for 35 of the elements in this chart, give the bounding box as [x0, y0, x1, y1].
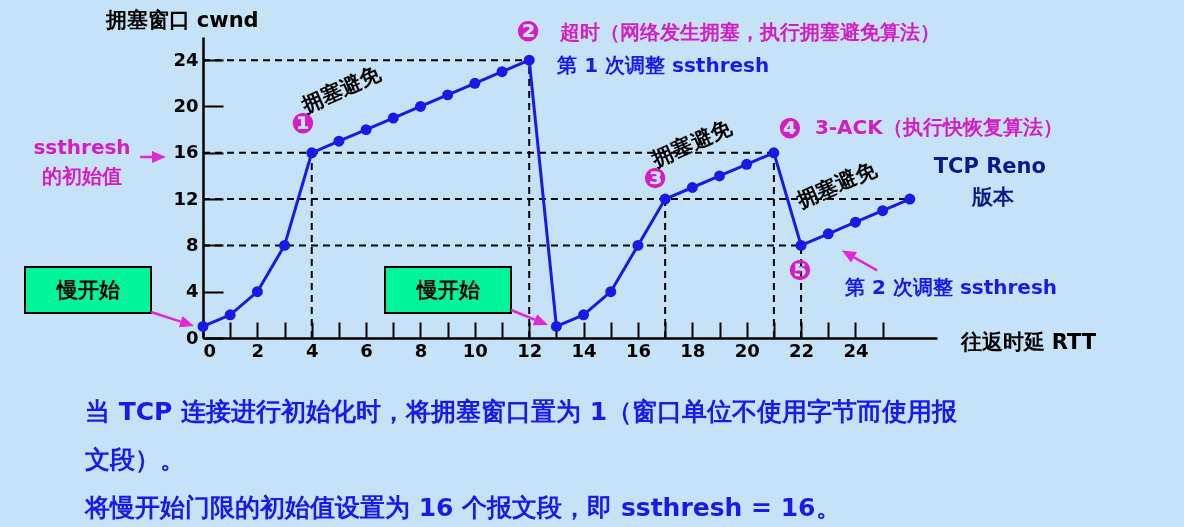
x-tick-label: 8 — [414, 339, 428, 361]
x-tick-label: 10 — [462, 339, 488, 361]
text: ssthresh 的初始值 — [33, 134, 131, 188]
y-tick-label: 20 — [173, 94, 199, 116]
x-tick-label: 22 — [789, 339, 815, 361]
annotation: ❹ — [778, 111, 802, 145]
x-tick-label: 16 — [625, 339, 651, 361]
annotation: 超时（网络发生拥塞，执行拥塞避免算法） — [559, 20, 941, 45]
y-tick-label: 16 — [173, 141, 199, 163]
text: 慢开始 — [55, 278, 121, 302]
annotation: 3-ACK（执行快恢复算法） — [814, 114, 1063, 139]
x-axis-title: 往返时延 RTT — [959, 329, 1097, 354]
x-tick-label: 18 — [680, 339, 706, 361]
y-tick-label: 8 — [185, 233, 199, 255]
x-tick-label: 4 — [305, 339, 319, 361]
y-tick-label: 24 — [173, 48, 199, 70]
x-tick-label: 20 — [734, 339, 760, 361]
annotation: ❷ — [516, 15, 541, 49]
y-tick-label: 12 — [173, 187, 199, 209]
annotation: ❺ — [788, 254, 812, 288]
y-axis-title: 拥塞窗口 cwnd — [104, 7, 259, 32]
annotation: TCP Reno — [933, 154, 1046, 179]
text: 当 TCP 连接进行初始化时，将拥塞窗口置为 1（窗口单位不使用字节而使用报文段）。 — [85, 396, 959, 476]
x-tick-label: 0 — [203, 339, 217, 361]
y-tick-label: 4 — [185, 280, 199, 302]
x-tick-label: 2 — [251, 339, 265, 361]
annotation: 慢开始 — [415, 278, 481, 302]
text: 将慢开始门限的初始值设置为 16 个报文段，即 ssthresh = 16。 — [85, 492, 842, 524]
x-tick-label: 14 — [571, 339, 597, 361]
annotation: 第 1 次调整 ssthresh — [556, 53, 770, 78]
x-tick-label: 6 — [360, 339, 373, 361]
annotation: 第 2 次调整 ssthresh — [844, 275, 1058, 300]
x-tick-label: 24 — [843, 339, 869, 361]
x-tick-label: 12 — [517, 339, 543, 361]
annotation: 版本 — [970, 185, 1015, 210]
